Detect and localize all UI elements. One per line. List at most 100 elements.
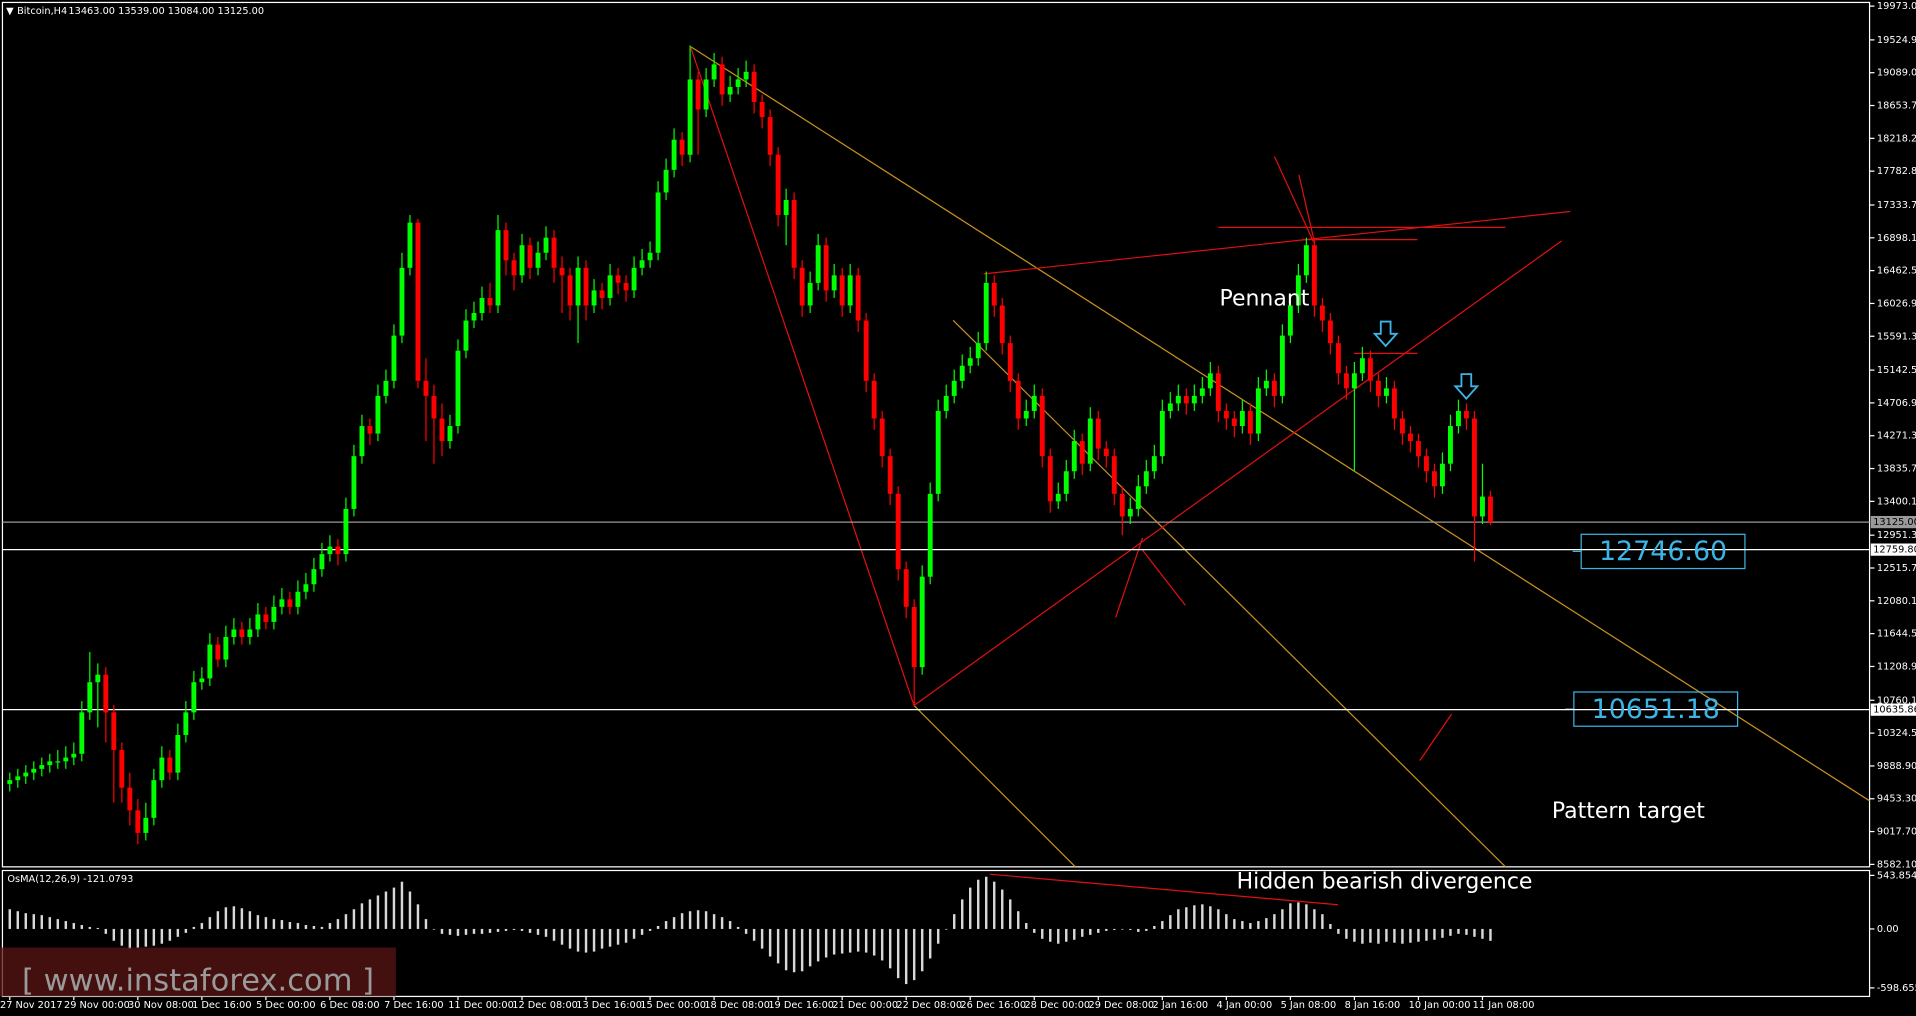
candle-body (207, 644, 213, 679)
histogram-bar (640, 928, 644, 935)
histogram-bar (520, 928, 524, 931)
y-tick-label: 15142.50 (1877, 365, 1916, 376)
y-tick-label: 12951.30 (1877, 530, 1916, 541)
indicator-title: OsMA(12,26,9) -121.0793 (7, 874, 133, 885)
histogram-bar (720, 917, 724, 929)
histogram-bar (448, 928, 452, 935)
candle-body (399, 267, 405, 336)
candle-body (487, 297, 493, 306)
candle-body (967, 358, 973, 366)
candle-body (199, 678, 205, 683)
candle-body (1415, 441, 1421, 457)
histogram-bar (920, 928, 924, 972)
ohlc-info: 13463.00 13539.00 13084.00 13125.00 (68, 6, 264, 17)
candle-body (743, 71, 749, 80)
histogram-bar (1209, 906, 1212, 929)
candle-body (591, 290, 597, 306)
histogram-bar (560, 928, 564, 945)
candle-body (871, 380, 877, 419)
candle-body (1319, 305, 1325, 321)
price-label: 13125.00 (1873, 517, 1916, 528)
histogram-bar (16, 911, 20, 929)
candle-body (703, 79, 709, 110)
price-label-box (1870, 543, 1916, 556)
histogram-bar (24, 913, 28, 929)
histogram-bar (800, 928, 804, 972)
candle-body (1464, 410, 1469, 419)
histogram-bar (856, 928, 860, 952)
histogram-bar (80, 925, 84, 929)
candle-body (119, 750, 125, 788)
histogram-bar (1321, 914, 1324, 929)
main-panel (1, 1, 1871, 868)
x-tick-label: 5 Dec 00:00 (256, 1000, 315, 1011)
histogram-bar (704, 911, 708, 929)
histogram-bar (760, 928, 764, 949)
histogram-bar (512, 928, 516, 930)
histogram-bar (464, 928, 468, 935)
candle-body (1407, 433, 1413, 442)
histogram-bar (816, 928, 820, 962)
y-tick-label: 19973.00 (1877, 1, 1916, 12)
candle-body (175, 734, 181, 773)
histogram-bar (1417, 928, 1420, 942)
candle-body (1095, 418, 1101, 449)
histogram-bar (8, 909, 11, 929)
candle-body (375, 395, 381, 434)
x-tick-label: 19 Dec 16:00 (768, 1000, 834, 1011)
histogram-bar (1353, 928, 1356, 942)
candle-body (671, 139, 677, 170)
histogram-bar (1129, 928, 1132, 930)
candle-body (1239, 410, 1245, 427)
histogram-bar (96, 927, 100, 929)
histogram-bar (1249, 923, 1252, 929)
candle-body (1359, 358, 1365, 374)
candle-body (63, 757, 69, 762)
histogram-bar (264, 917, 268, 929)
histogram-bar (832, 928, 836, 955)
histogram-bar (1409, 928, 1412, 943)
histogram-bar (848, 928, 852, 953)
histogram-bar (1377, 928, 1380, 944)
histogram-bar (1073, 928, 1076, 940)
histogram-bar (224, 907, 228, 929)
candle-body (1335, 343, 1341, 374)
histogram-bar (952, 914, 956, 929)
candle-body (1279, 335, 1285, 396)
histogram-bar (160, 928, 164, 944)
candle-body (799, 267, 805, 306)
histogram-bar (1177, 909, 1180, 929)
candle-body (471, 313, 477, 321)
histogram-bar (1105, 928, 1108, 931)
annotation: Pennant (1219, 287, 1309, 312)
x-tick-label: 11 Jan 08:00 (1473, 1000, 1535, 1011)
histogram-bar (1473, 928, 1476, 937)
histogram-bar (1273, 914, 1276, 929)
histogram-bar (880, 928, 884, 961)
histogram-bar (528, 928, 532, 933)
candle-body (1383, 388, 1389, 396)
histogram-bar (1385, 928, 1388, 942)
histogram-bar (128, 928, 132, 949)
y-tick-label: 15591.30 (1877, 331, 1916, 342)
histogram-bar (200, 923, 204, 929)
y-tick-label: 13835.70 (1877, 464, 1916, 475)
chart-title: Bitcoin,H4 (17, 6, 67, 17)
histogram-bar (592, 928, 596, 952)
candle-body (807, 282, 813, 306)
candle-body (479, 297, 485, 314)
symbol-icon: ▼ (6, 6, 14, 17)
candle-body (599, 290, 605, 298)
candle-body (39, 765, 45, 769)
trend-line (913, 705, 1076, 868)
candle-body (543, 237, 549, 253)
candle-body (559, 267, 565, 276)
histogram-bar (424, 919, 428, 929)
histogram-bar (296, 923, 300, 929)
histogram-bar (912, 928, 916, 981)
candle-body (183, 712, 189, 735)
histogram-bar (192, 926, 196, 929)
candle-body (783, 199, 789, 216)
candle-body (1063, 471, 1069, 494)
